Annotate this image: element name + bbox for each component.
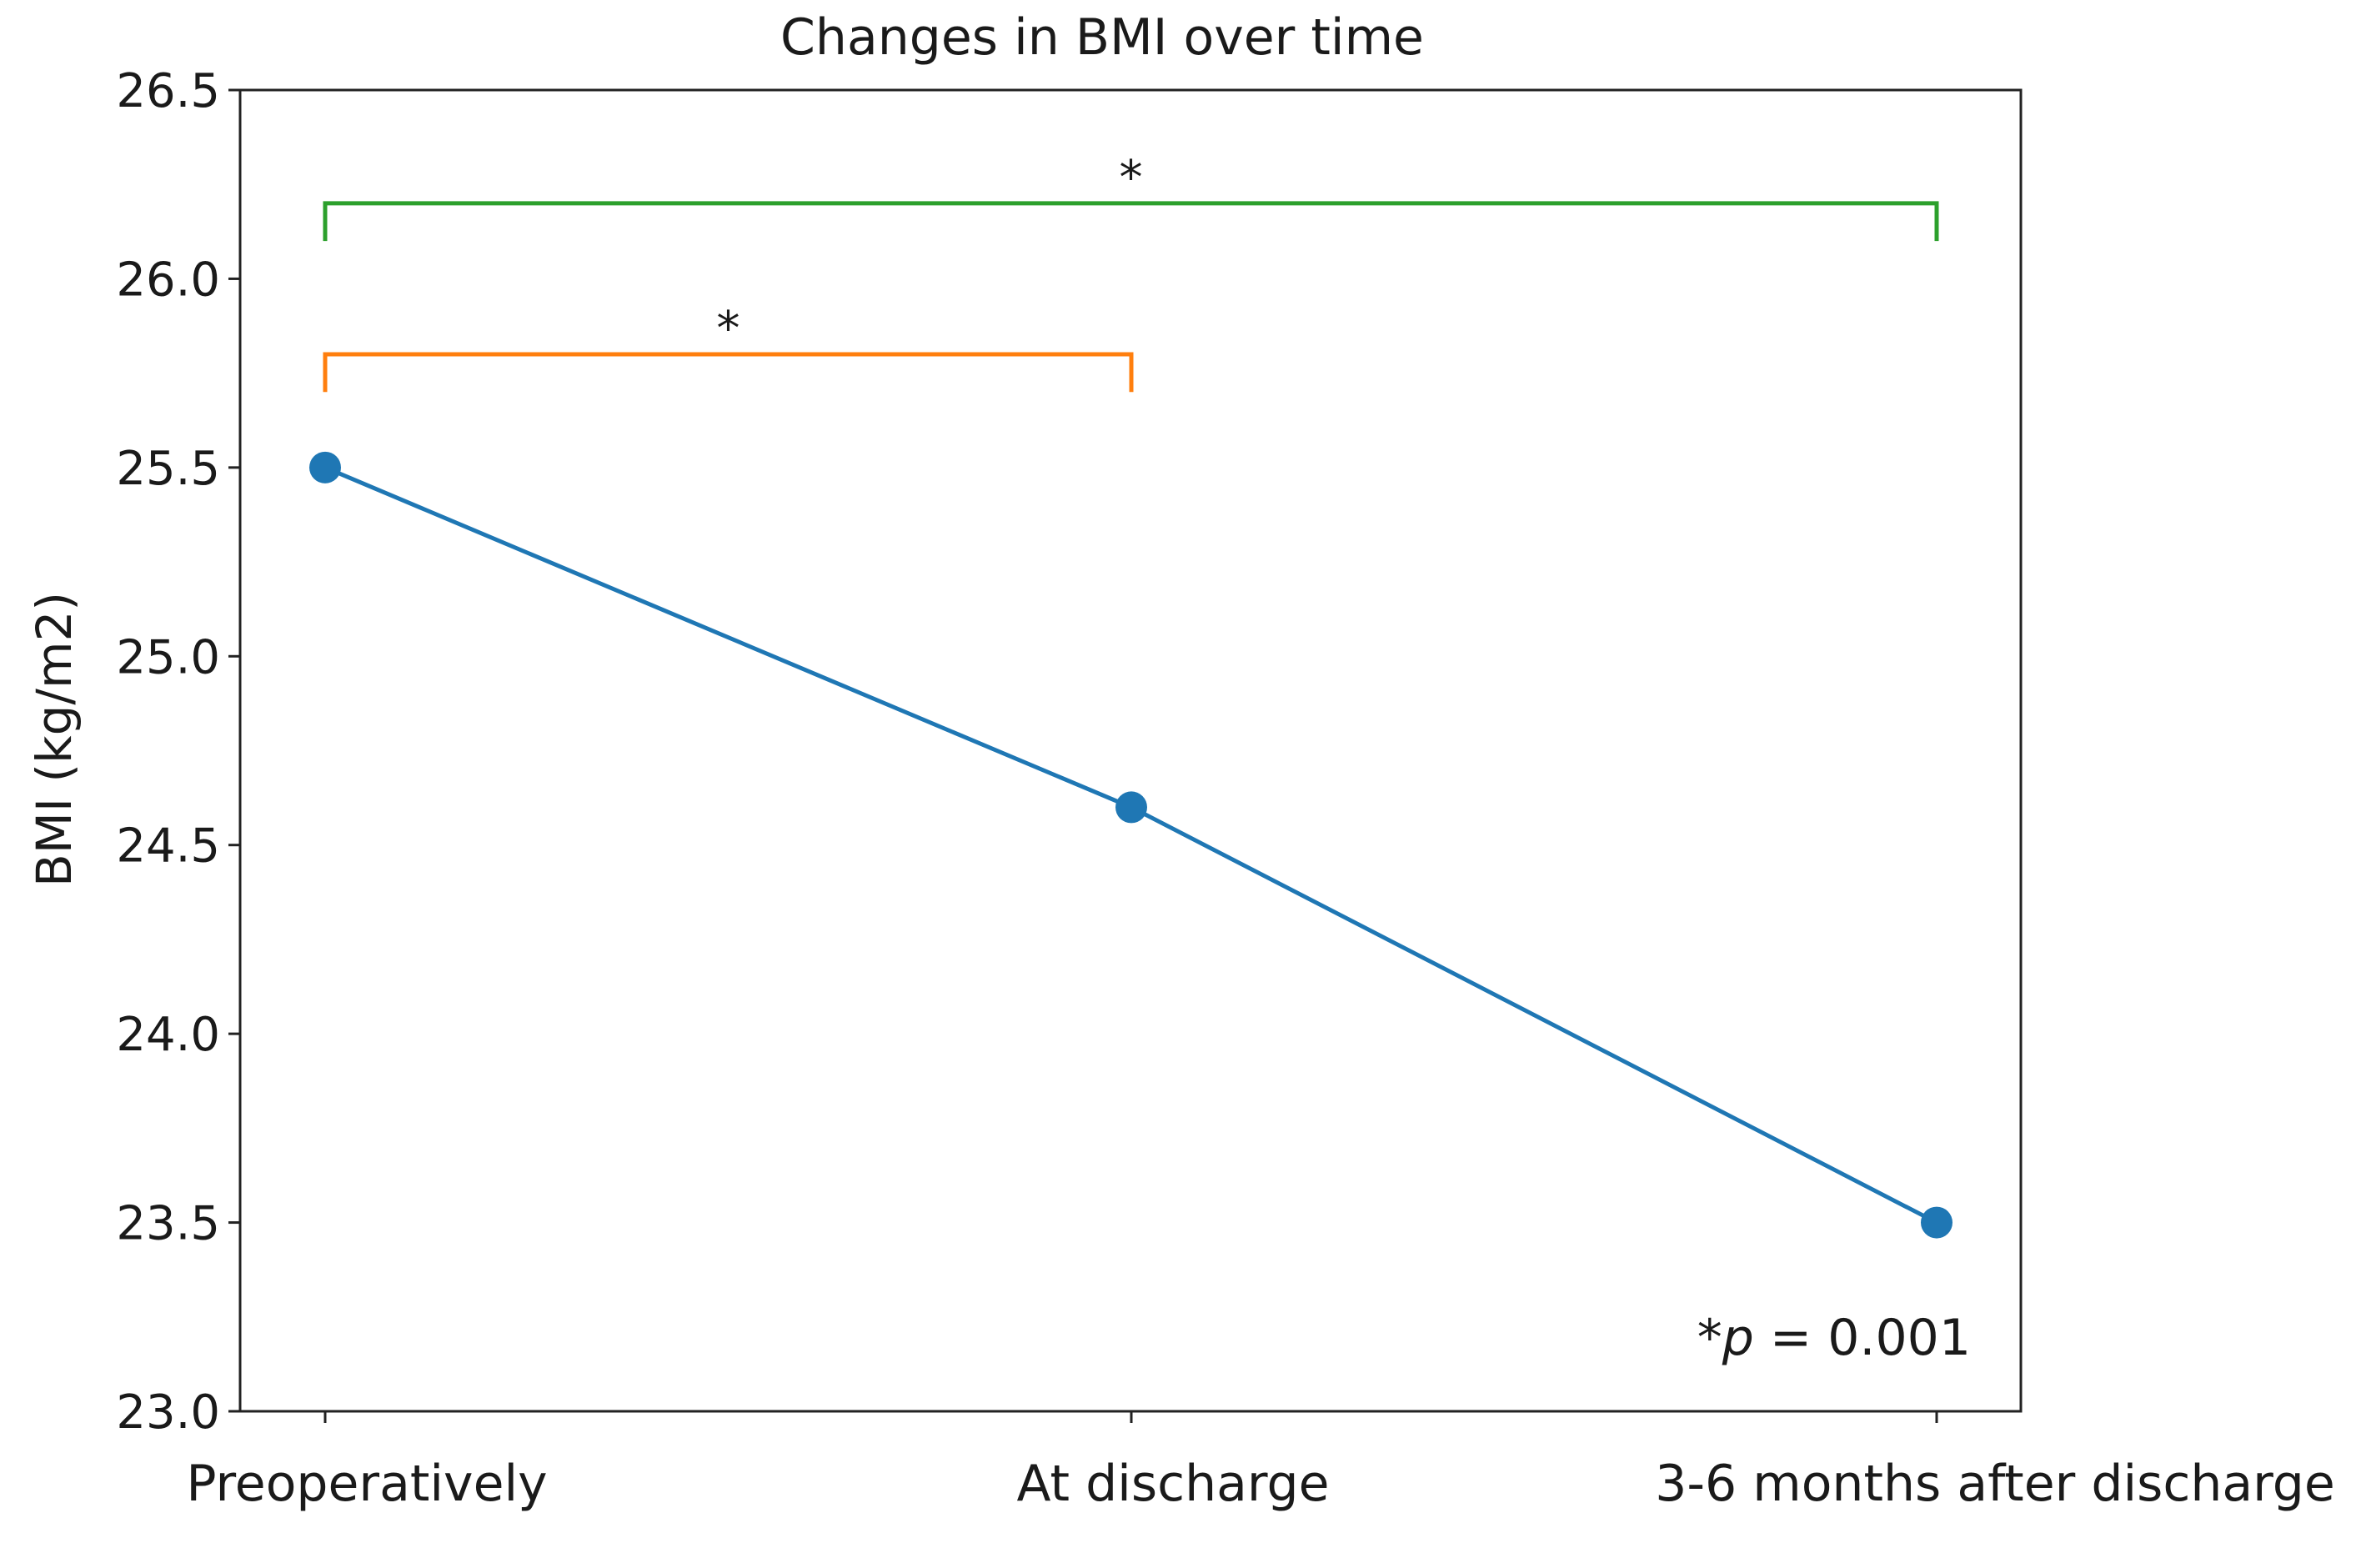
significance-bracket bbox=[323, 352, 1134, 393]
y-tick-label: 23.5 bbox=[116, 1197, 220, 1251]
y-tick-label: 26.5 bbox=[116, 64, 220, 118]
p-value-note: *p = 0.001 bbox=[1697, 1309, 1971, 1367]
x-tick-label: 3-6 months after discharge bbox=[1655, 1455, 2335, 1513]
y-tick-label: 26.0 bbox=[116, 253, 220, 307]
y-tick-label: 24.5 bbox=[116, 819, 220, 874]
y-tick-label: 23.0 bbox=[116, 1385, 220, 1440]
x-tick-label: At discharge bbox=[1017, 1455, 1330, 1513]
x-tick-label: Preoperatively bbox=[186, 1455, 547, 1513]
y-axis-label: BMI (kg/m2) bbox=[26, 592, 83, 887]
plot-frame bbox=[238, 88, 2023, 1413]
y-tick-label: 25.5 bbox=[116, 442, 220, 496]
data-point bbox=[1921, 1206, 1952, 1239]
significance-star: * bbox=[717, 302, 740, 356]
y-tick-label: 24.0 bbox=[116, 1008, 220, 1062]
chart-title: Changes in BMI over time bbox=[780, 8, 1424, 67]
data-point bbox=[1115, 791, 1147, 824]
data-point bbox=[309, 451, 341, 483]
significance-star: * bbox=[1120, 151, 1143, 205]
significance-bracket bbox=[323, 201, 1939, 242]
series-line bbox=[324, 465, 1938, 1225]
y-tick-label: 25.0 bbox=[116, 630, 220, 684]
